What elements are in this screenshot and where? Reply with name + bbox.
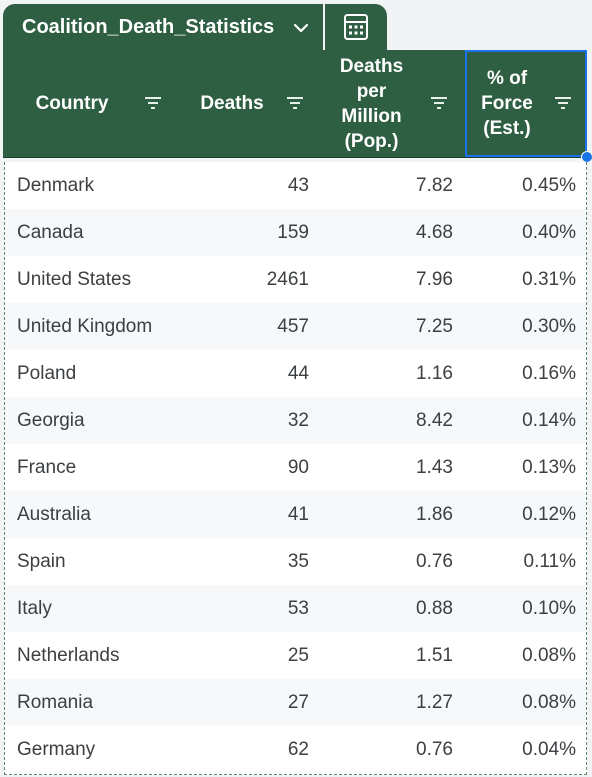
cell-deaths-per-million[interactable]: 8.42 <box>416 410 453 431</box>
cell-deaths[interactable]: 27 <box>287 692 309 713</box>
cell-country[interactable]: Romania <box>17 692 94 713</box>
table-row[interactable]: Canada 159 4.68 0.40% <box>5 209 586 256</box>
header-line: Deaths <box>339 55 404 77</box>
cell-percent-of-force[interactable]: 0.10% <box>522 598 576 619</box>
table-row[interactable]: Poland 44 1.16 0.16% <box>5 350 586 397</box>
cell-country[interactable]: United Kingdom <box>17 316 153 337</box>
cell-deaths-per-million[interactable]: 1.27 <box>416 692 453 713</box>
cell-deaths-per-million[interactable]: 0.76 <box>416 739 453 760</box>
table-name-tab[interactable]: Coalition_Death_Statistics <box>3 4 323 50</box>
cell-percent-of-force[interactable]: 0.40% <box>522 222 576 243</box>
cell-deaths[interactable]: 25 <box>287 645 309 666</box>
cell-country[interactable]: Spain <box>17 551 66 572</box>
cell-country[interactable]: Denmark <box>17 175 95 196</box>
cell-deaths-per-million[interactable]: 7.96 <box>416 269 453 290</box>
cell-percent-of-force[interactable]: 0.16% <box>522 363 576 384</box>
table-row[interactable]: Netherlands 25 1.51 0.08% <box>5 632 586 679</box>
cell-percent-of-force[interactable]: 0.08% <box>522 645 576 666</box>
cell-country[interactable]: Canada <box>17 222 84 243</box>
cell-deaths-per-million[interactable]: 7.82 <box>416 175 453 196</box>
cell-country[interactable]: France <box>17 457 77 478</box>
column-header-deaths-per-million[interactable]: Deaths per Million (Pop.) <box>320 50 465 157</box>
filter-icon[interactable] <box>286 97 304 109</box>
column-header-country[interactable]: Country <box>3 50 174 157</box>
table-row[interactable]: Georgia 32 8.42 0.14% <box>5 397 586 444</box>
cell-country[interactable]: Australia <box>17 504 91 525</box>
chevron-down-icon[interactable] <box>291 18 311 38</box>
cell-deaths[interactable]: 43 <box>287 175 309 196</box>
cell-percent-of-force[interactable]: 0.13% <box>522 457 576 478</box>
filter-icon[interactable] <box>144 97 162 109</box>
cell-deaths-per-million[interactable]: 7.25 <box>416 316 453 337</box>
calculator-icon <box>344 14 368 40</box>
cell-country[interactable]: Italy <box>17 598 52 619</box>
cell-country[interactable]: Georgia <box>17 410 85 431</box>
table-row[interactable]: Romania 27 1.27 0.08% <box>5 679 586 726</box>
cell-deaths-per-million[interactable]: 1.51 <box>416 645 453 666</box>
column-header-percent-of-force[interactable]: % of Force (Est.) <box>465 50 587 157</box>
cell-deaths-per-million[interactable]: 0.76 <box>416 551 453 572</box>
table-row[interactable]: Spain 35 0.76 0.11% <box>5 538 586 585</box>
cell-country[interactable]: United States <box>17 269 132 290</box>
cell-deaths[interactable]: 2461 <box>266 269 309 290</box>
cell-deaths[interactable]: 44 <box>287 363 309 384</box>
cell-percent-of-force[interactable]: 0.14% <box>522 410 576 431</box>
cell-country[interactable]: Netherlands <box>17 645 120 666</box>
cell-deaths-per-million[interactable]: 1.16 <box>416 363 453 384</box>
cell-country[interactable]: Germany <box>17 739 96 760</box>
header-line: Deaths <box>200 93 264 114</box>
cell-percent-of-force[interactable]: 0.04% <box>522 739 576 760</box>
header-line: Force <box>481 93 533 114</box>
cell-percent-of-force[interactable]: 0.08% <box>522 692 576 713</box>
cell-percent-of-force[interactable]: 0.11% <box>523 551 576 572</box>
cell-deaths-per-million[interactable]: 0.88 <box>416 598 453 619</box>
table-header: Country Deaths Deaths per Million (Pop.) <box>3 50 587 158</box>
cell-percent-of-force[interactable]: 0.31% <box>522 269 576 290</box>
cell-deaths[interactable]: 53 <box>287 598 309 619</box>
table-row[interactable]: Italy 53 0.88 0.10% <box>5 585 586 632</box>
header-line: per <box>356 80 387 102</box>
table-row[interactable]: Denmark 43 7.82 0.45% <box>5 162 586 209</box>
cell-deaths[interactable]: 35 <box>287 551 309 572</box>
table-tab-bar: Coalition_Death_Statistics <box>0 0 592 50</box>
cell-deaths-per-million[interactable]: 1.43 <box>416 457 453 478</box>
header-line: Million <box>341 105 402 127</box>
cell-percent-of-force[interactable]: 0.30% <box>522 316 576 337</box>
header-line: (Est.) <box>483 118 531 139</box>
header-line: (Pop.) <box>344 130 399 152</box>
cell-deaths-per-million[interactable]: 1.86 <box>416 504 453 525</box>
cell-percent-of-force[interactable]: 0.45% <box>522 175 576 196</box>
cell-deaths[interactable]: 32 <box>287 410 309 431</box>
header-line: Country <box>35 93 109 114</box>
cell-country[interactable]: Poland <box>17 363 77 384</box>
table-row[interactable]: United Kingdom 457 7.25 0.30% <box>5 303 586 350</box>
table-row[interactable]: Germany 62 0.76 0.04% <box>5 726 586 773</box>
calculation-button[interactable] <box>325 4 387 50</box>
header-line: % of <box>486 68 528 89</box>
column-header-deaths[interactable]: Deaths <box>174 50 320 157</box>
table-row[interactable]: Australia 41 1.86 0.12% <box>5 491 586 538</box>
filter-icon[interactable] <box>554 97 572 109</box>
table-name: Coalition_Death_Statistics <box>22 15 275 38</box>
cell-deaths[interactable]: 62 <box>287 739 309 760</box>
table-body: Denmark 43 7.82 0.45% Canada 159 4.68 0.40% Unit… <box>4 162 587 775</box>
filter-icon[interactable] <box>430 97 448 109</box>
cell-deaths[interactable]: 41 <box>287 504 309 525</box>
table-row[interactable]: United States 2461 7.96 0.31% <box>5 256 586 303</box>
table-row[interactable]: France 90 1.43 0.13% <box>5 444 586 491</box>
cell-deaths[interactable]: 457 <box>277 316 309 337</box>
cell-percent-of-force[interactable]: 0.12% <box>522 504 576 525</box>
cell-deaths-per-million[interactable]: 4.68 <box>416 222 453 243</box>
cell-deaths[interactable]: 159 <box>277 222 309 243</box>
cell-deaths[interactable]: 90 <box>287 457 309 478</box>
